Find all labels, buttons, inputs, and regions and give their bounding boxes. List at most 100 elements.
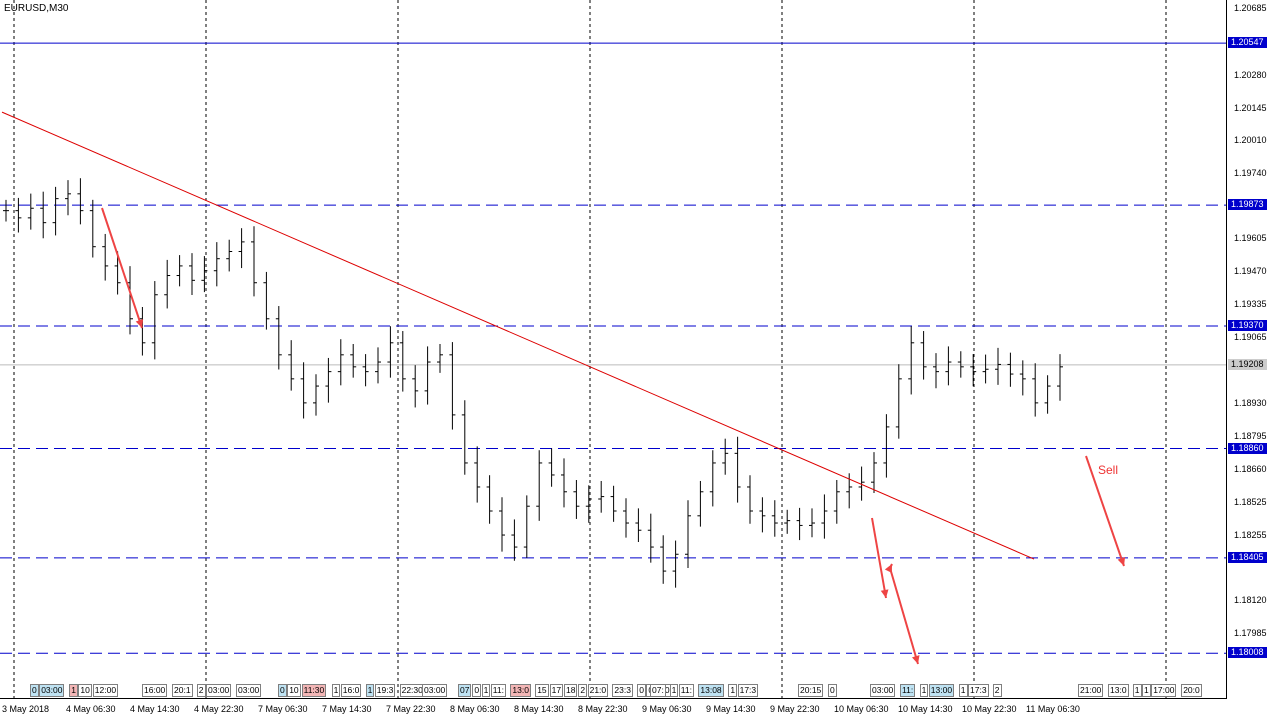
timeline-marker: 22:30 (399, 684, 425, 697)
time-tick-label: 10 May 22:30 (962, 704, 1017, 714)
trendline (1, 111, 1035, 560)
arrow-line (1085, 455, 1125, 567)
price-tick-label: 1.18930 (1234, 398, 1267, 408)
timeline-marker: 2 (196, 684, 206, 697)
timeline-marker: 1 (919, 684, 929, 697)
price-level-tag: 1.19873 (1228, 199, 1267, 211)
price-tick-label: 1.18255 (1234, 530, 1267, 540)
time-tick-label: 8 May 06:30 (450, 704, 500, 714)
arrow-annotations (101, 207, 1126, 665)
timeline-marker: 0 (30, 684, 39, 697)
timeline-marker: 23:3 (612, 684, 633, 697)
price-level-tag: 1.19370 (1228, 319, 1267, 331)
price-tick-label: 1.18660 (1234, 464, 1267, 474)
timeline-marker: 21:00 (1078, 684, 1104, 697)
price-level-tag: 1.20547 (1228, 37, 1267, 49)
timeline-marker: 16:00 (142, 684, 168, 697)
timeline-marker: 18 (564, 684, 578, 697)
trendline-group (1, 111, 1035, 560)
timeline-marker: 0 (472, 684, 482, 697)
time-tick-label: 9 May 06:30 (642, 704, 692, 714)
timeline-marker: 1 (1142, 684, 1151, 697)
timeline-marker: 1 (1132, 684, 1142, 697)
timeline-marker: 1 (365, 684, 375, 697)
timeline-marker: 1 (958, 684, 968, 697)
price-level-tag: 1.18405 (1228, 551, 1267, 563)
price-tick-label: 1.20280 (1234, 70, 1267, 80)
price-tick-label: 1.18525 (1234, 497, 1267, 507)
price-tick-label: 1.18120 (1234, 595, 1267, 605)
timeline-marker: 03:00 (422, 684, 448, 697)
timeline-marker: 13:00 (928, 684, 955, 697)
timeline-marker: 17:3 (968, 684, 989, 697)
time-tick-label: 7 May 06:30 (258, 704, 308, 714)
time-tick-label: 7 May 22:30 (386, 704, 436, 714)
timeline-marker: 1 (69, 684, 78, 697)
timeline-marker: 11: (490, 684, 506, 697)
arrow-head (911, 655, 920, 664)
time-tick-label: 11 May 06:30 (1026, 704, 1080, 714)
timeline-marker: 13:08 (698, 684, 724, 697)
timeline-marker: 03:00 (870, 684, 896, 697)
symbol-label: EURUSD,M30 (4, 3, 69, 14)
time-tick-label: 4 May 06:30 (66, 704, 116, 714)
timeline-marker: 20:15 (798, 684, 824, 697)
timeline-marker: 0 (278, 684, 287, 697)
sell-label: Sell (1098, 463, 1119, 477)
timeline-marker: 20:0 (1181, 684, 1202, 697)
timeline-marker: 17:00 (1151, 684, 1177, 697)
price-tick-label: 1.20010 (1234, 135, 1267, 145)
timeline-marker: 1 (481, 684, 491, 697)
arrow-head (135, 319, 144, 328)
timeline-marker: 11:30 (301, 684, 327, 697)
price-tick-label: 1.18795 (1234, 431, 1267, 441)
timeline-marker: 07: (650, 684, 666, 697)
price-tick-label: 1.19605 (1234, 233, 1267, 243)
timeline-marker: 21:0 (587, 684, 609, 697)
price-level-tag: 1.18008 (1228, 647, 1267, 659)
timeline-marker: 1 (669, 684, 679, 697)
horizontal-levels (0, 42, 1226, 654)
price-tick-label: 1.20145 (1234, 103, 1267, 113)
arrow-line (101, 207, 143, 329)
vertical-grid (13, 0, 1167, 698)
timeline-marker: 13:0 (1108, 684, 1129, 697)
timeline-marker: 17 (549, 684, 564, 697)
arrow-line (871, 517, 887, 599)
price-level-tag: 1.18860 (1228, 442, 1267, 454)
price-tick-label: 1.19740 (1234, 168, 1267, 178)
time-tick-label: 8 May 14:30 (514, 704, 564, 714)
time-tick-label: 10 May 14:30 (898, 704, 953, 714)
price-level-tag: 1.19208 (1228, 358, 1267, 370)
arrow-head (1117, 557, 1126, 566)
time-tick-label: 10 May 06:30 (834, 704, 889, 714)
timeline-marker: 10 (78, 684, 92, 697)
timeline-marker: 2 (578, 684, 588, 697)
price-bars (3, 178, 1063, 588)
timeline-marker: 16:0 (340, 684, 362, 697)
price-tick-label: 1.20685 (1234, 3, 1267, 13)
time-tick-label: 4 May 22:30 (194, 704, 244, 714)
timeline-marker: 13:0 (510, 684, 531, 697)
timeline-marker: 19:3 (374, 684, 396, 697)
time-tick-label: 3 May 2018 (2, 704, 50, 714)
timeline-marker: 20:1 (172, 684, 193, 697)
time-tick-label: 8 May 22:30 (578, 704, 628, 714)
price-tick-label: 1.19065 (1234, 332, 1267, 342)
time-tick-label: 4 May 14:30 (130, 704, 180, 714)
timeline-marker: 2 (992, 684, 1002, 697)
timeline-marker: 17:3 (737, 684, 759, 697)
arrow-line (889, 567, 919, 665)
timeline-marker: 1 (331, 684, 341, 697)
timeline-marker: 0 (828, 684, 837, 697)
timeline-marker: 03:00 (39, 684, 65, 697)
timeline-marker: 03:00 (236, 684, 262, 697)
timeline-marker: 11: (678, 684, 694, 697)
price-tick-label: 1.19470 (1234, 266, 1267, 276)
timeline-marker: 07 (458, 684, 472, 697)
price-tick-label: 1.17985 (1234, 628, 1267, 638)
price-tick-label: 1.19335 (1234, 299, 1267, 309)
arrow-head (880, 589, 889, 598)
